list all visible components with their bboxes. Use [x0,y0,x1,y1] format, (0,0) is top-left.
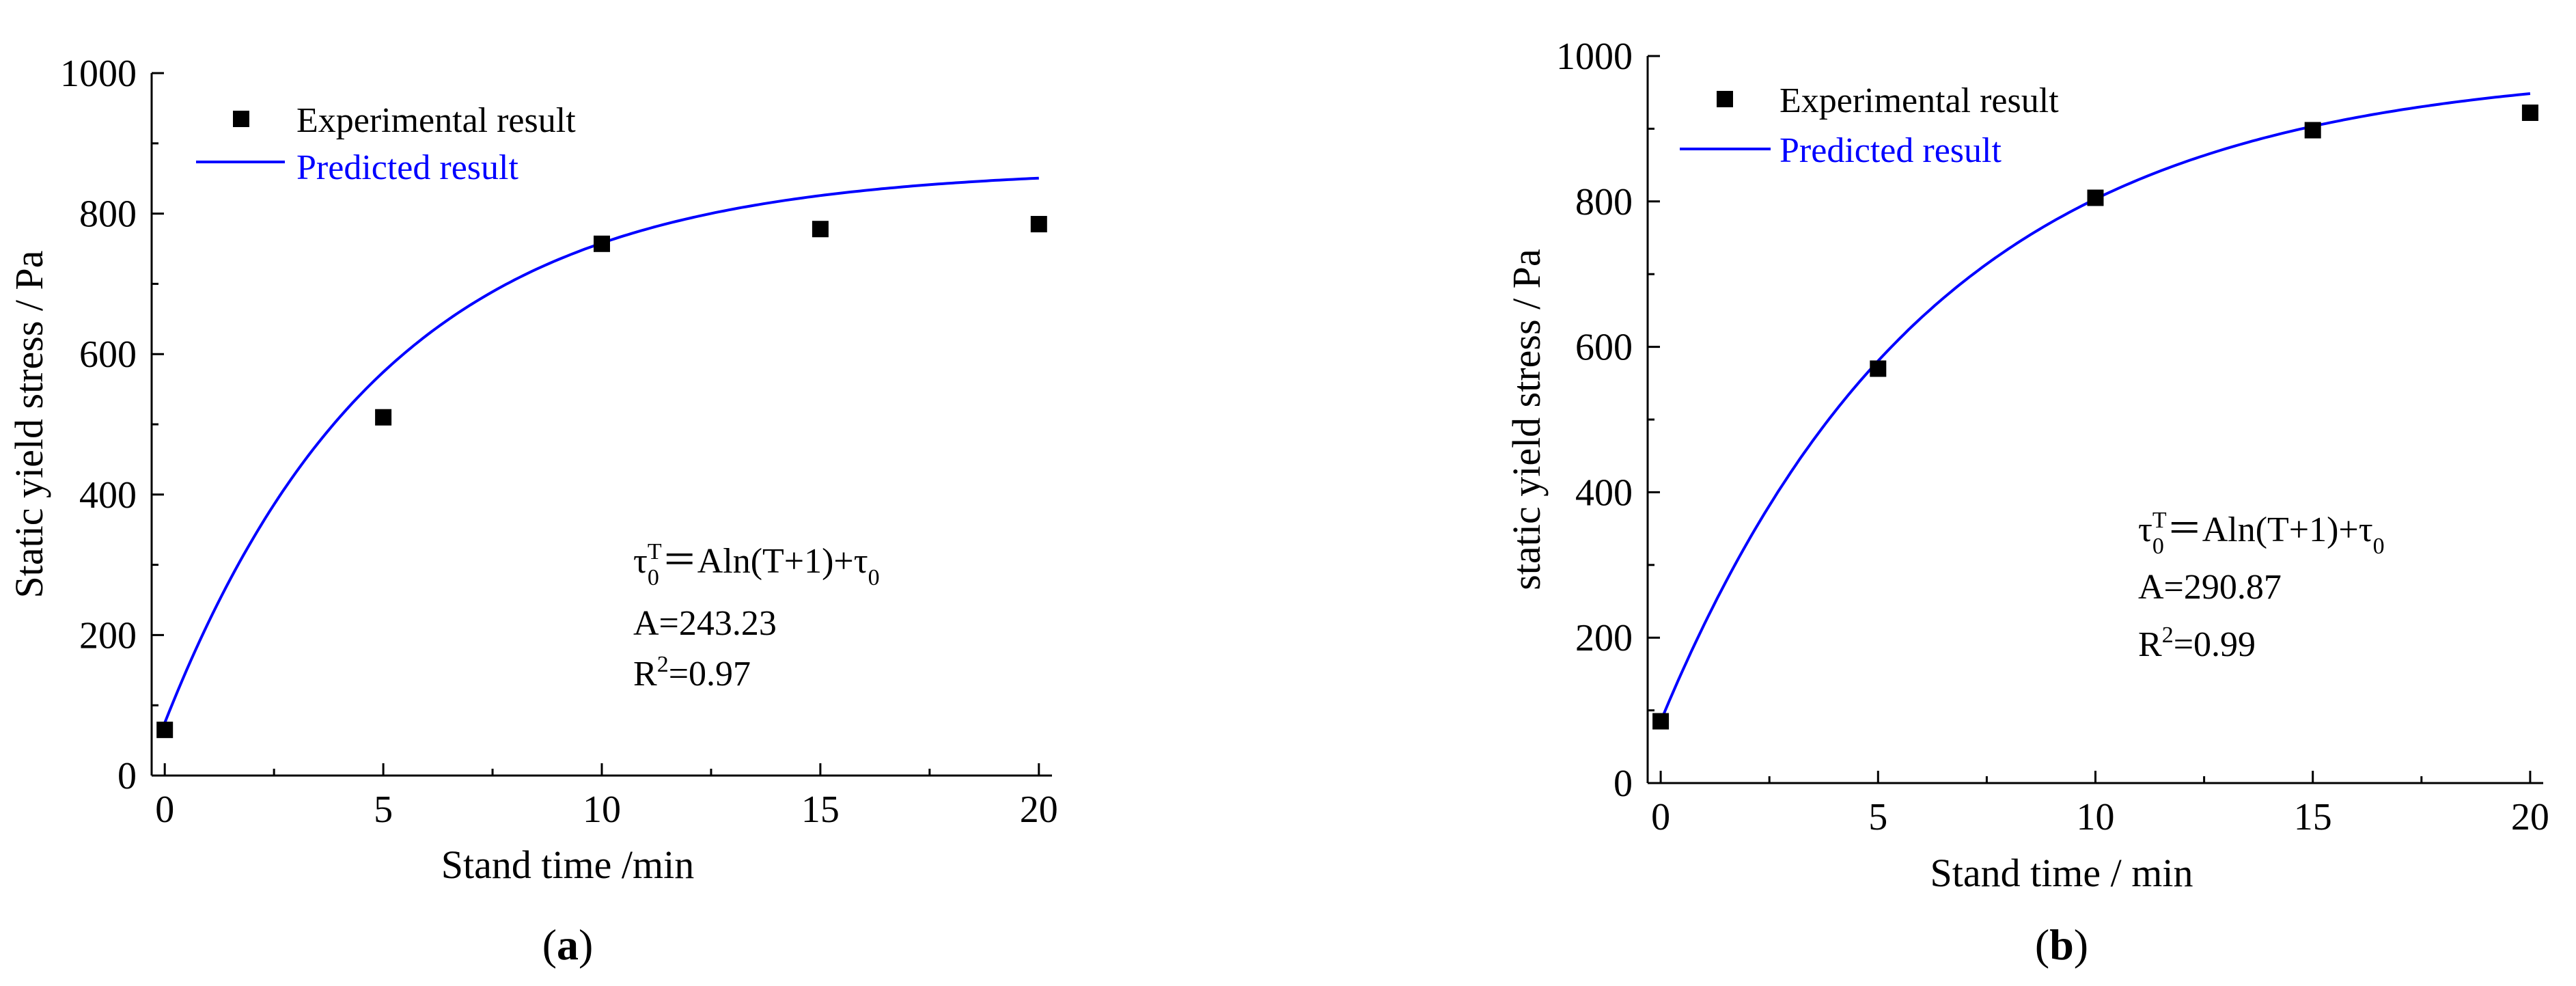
x-axis-label: Stand time / min [1930,851,2193,895]
legend: Experimental result Predicted result [196,101,576,187]
experimental-point [156,722,174,739]
legend-label-experimental: Experimental result [1779,81,2059,120]
x-tick-label: 10 [583,789,621,831]
legend-marker-experimental [1717,91,1733,107]
y-tick-label: 800 [1575,181,1633,223]
fit-parameter-a: A=290.87 [2138,568,2282,607]
y-tick-label: 0 [117,755,137,797]
x-tick-label: 20 [2511,796,2549,838]
x-tick-label: 15 [2294,796,2332,838]
fit-equation: τ0T＝Aln(T+1)+τ0 [2138,508,2385,559]
y-axis-label: static yield stress / Pa [1504,249,1549,590]
annotation: τ0T＝Aln(T+1)+τ0 A=243.23 R2=0.97 [633,539,880,694]
fit-r-squared: R2=0.97 [633,652,751,694]
x-tick-label: 20 [1020,789,1058,831]
annotation: τ0T＝Aln(T+1)+τ0 A=290.87 R2=0.99 [2138,508,2385,664]
x-ticks: 0 5 10 15 20 [155,763,1058,831]
experimental-point [812,221,829,238]
fit-line-layer [1659,92,2531,722]
x-tick-label: 5 [1868,796,1887,838]
x-axis-label: Stand time /min [441,843,695,887]
legend-label-experimental: Experimental result [296,101,576,140]
experimental-point [2087,189,2104,206]
y-tick-label: 600 [79,333,137,376]
points-layer [156,216,1047,739]
x-tick-label: 5 [374,789,393,831]
experimental-point [1030,216,1047,233]
legend-marker-experimental [233,111,249,127]
y-tick-label: 1000 [60,53,137,95]
panel-label-b: (b) [2035,920,2088,969]
y-tick-label: 1000 [1556,36,1633,78]
chart-panel-a: 0 200 400 600 800 1000 0 5 10 15 20 Static yield … [7,53,1058,969]
experimental-point [1870,360,1887,377]
x-tick-label: 10 [2077,796,2115,838]
fit-equation: τ0T＝Aln(T+1)+τ0 [633,539,880,590]
y-axis-label: Static yield stress / Pa [7,250,51,598]
legend-label-predicted: Predicted result [1779,131,2002,170]
points-layer [1652,104,2538,730]
experimental-point [2521,104,2538,121]
x-tick-label: 0 [1651,796,1670,838]
experimental-point [594,235,610,252]
x-ticks: 0 5 10 15 20 [1651,771,2549,838]
y-tick-label: 800 [79,193,137,236]
y-tick-label: 400 [79,474,137,517]
experimental-point [2304,122,2321,139]
predicted-result-line [1659,92,2531,722]
y-tick-label: 200 [1575,617,1633,659]
y-tick-label: 400 [1575,471,1633,514]
predicted-result-line [163,176,1039,724]
chart-panel-b: 0 200 400 600 800 1000 0 5 10 15 20 static yield … [1504,36,2549,969]
legend: Experimental result Predicted result [1680,81,2059,170]
legend-label-predicted: Predicted result [296,148,518,187]
x-tick-label: 15 [801,789,840,831]
fit-r-squared: R2=0.99 [2138,622,2256,664]
x-tick-label: 0 [155,789,174,831]
y-ticks: 0 200 400 600 800 1000 [1556,36,1660,805]
y-ticks: 0 200 400 600 800 1000 [60,53,164,797]
experimental-point [375,409,392,426]
y-tick-label: 200 [79,614,137,657]
y-tick-label: 0 [1614,763,1633,805]
fit-line-layer [163,176,1039,724]
panel-label-a: (a) [542,920,594,969]
experimental-point [1652,713,1670,730]
y-tick-label: 600 [1575,327,1633,369]
fit-parameter-a: A=243.23 [633,604,777,643]
